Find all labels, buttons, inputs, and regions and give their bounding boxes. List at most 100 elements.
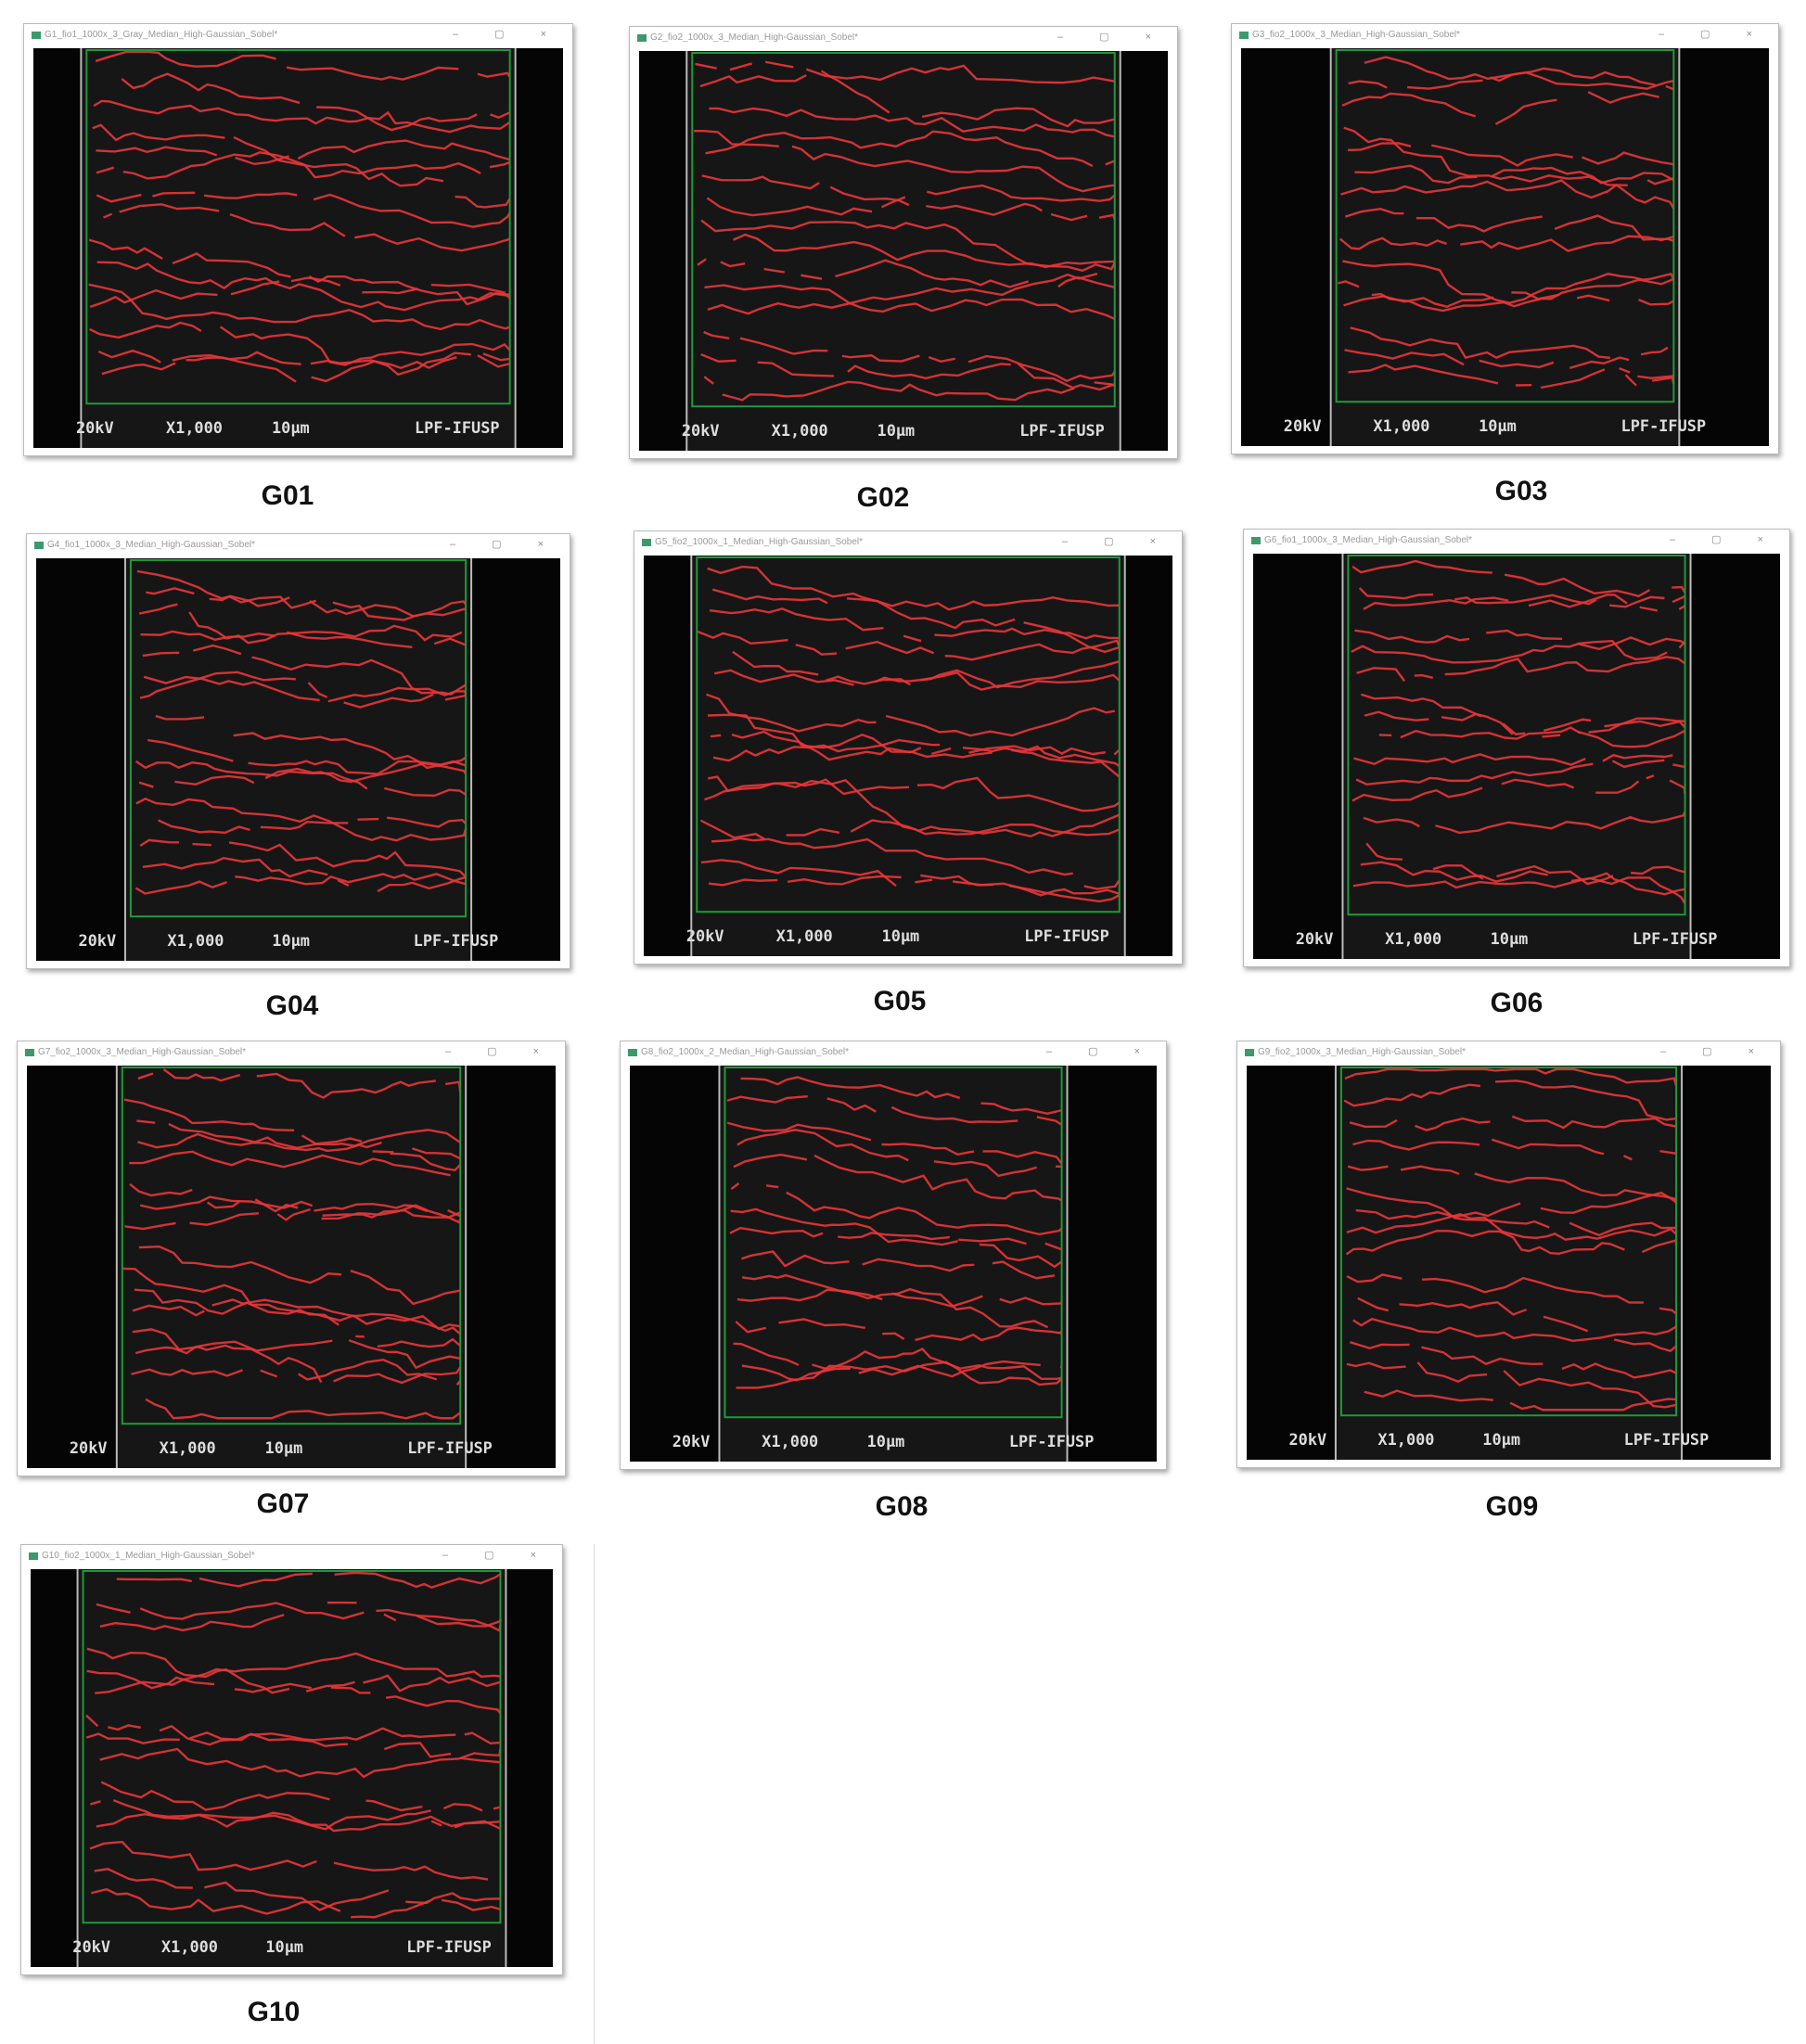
crack-line <box>96 151 511 180</box>
crack-line <box>1358 587 1686 608</box>
window-controls[interactable]: – ▢ × <box>444 1046 556 1057</box>
footer-kv: 20kV <box>72 1937 110 1956</box>
footer-lab: LPF-IFUSP <box>1633 929 1718 948</box>
panel-label: G04 <box>265 990 319 1021</box>
crack-line <box>709 107 1115 138</box>
window-controls[interactable]: – ▢ × <box>452 29 563 40</box>
roi-rectangle <box>1335 48 1675 403</box>
crack-line <box>123 1098 461 1160</box>
panel-label: G02 <box>856 482 910 513</box>
footer-mag: X1,000 <box>762 1432 818 1450</box>
image-window[interactable]: G3_fio2_1000x_3_Median_High-Gaussian_Sob… <box>1231 23 1779 454</box>
crack-line <box>142 644 467 696</box>
title-bar[interactable]: G1_fio1_1000x_3_Gray_Median_High-Gaussia… <box>24 24 572 48</box>
footer-lab: LPF-IFUSP <box>1624 1430 1710 1449</box>
image-window[interactable]: G6_fio1_1000x_3_Median_High-Gaussian_Sob… <box>1243 529 1790 967</box>
crack-line <box>1364 1389 1677 1412</box>
title-bar[interactable]: G8_fio2_1000x_2_Median_High-Gaussian_Sob… <box>621 1041 1166 1066</box>
title-bar[interactable]: G4_fio1_1000x_3_Median_High-Gaussian_Sob… <box>27 534 570 558</box>
crack-overlay: 20kV X1,000 10µm LPF-IFUSP <box>682 51 1121 451</box>
panel-label: G07 <box>256 1488 310 1519</box>
crack-line <box>85 1727 501 1745</box>
title-bar[interactable]: G10_fio2_1000x_1_Median_High-Gaussian_So… <box>21 1545 562 1569</box>
image-window[interactable]: G9_fio2_1000x_3_Median_High-Gaussian_Sob… <box>1236 1041 1781 1468</box>
crack-line <box>143 675 468 703</box>
crack-line <box>730 1207 1063 1269</box>
crack-line <box>713 660 1121 689</box>
crack-line <box>736 1361 1063 1389</box>
window-controls[interactable]: – ▢ × <box>1061 536 1172 547</box>
crack-line <box>137 1132 462 1172</box>
title-bar[interactable]: G9_fio2_1000x_3_Median_High-Gaussian_Sob… <box>1237 1041 1780 1066</box>
window-controls[interactable]: – ▢ × <box>1658 29 1769 40</box>
image-window[interactable]: G1_fio1_1000x_3_Gray_Median_High-Gaussia… <box>23 23 573 456</box>
crack-line <box>1347 1165 1678 1205</box>
window-title: G7_fio2_1000x_3_Median_High-Gaussian_Sob… <box>38 1047 247 1057</box>
crack-line <box>131 1359 462 1386</box>
footer-kv: 20kV <box>686 926 724 945</box>
roi-rectangle <box>691 51 1116 408</box>
window-title: G4_fio1_1000x_3_Median_High-Gaussian_Sob… <box>47 540 256 550</box>
crack-line <box>96 1803 501 1831</box>
crack-line <box>697 258 1116 288</box>
crack-line <box>121 72 511 132</box>
crack-line <box>699 70 1116 128</box>
crack-line <box>97 349 510 377</box>
crack-line <box>138 1245 461 1306</box>
roi-rectangle <box>1339 1066 1678 1417</box>
footer-mag: X1,000 <box>1373 416 1429 435</box>
crack-line <box>1346 1361 1677 1409</box>
footer-lab: LPF-IFUSP <box>414 931 499 950</box>
window-controls[interactable]: – ▢ × <box>449 539 560 550</box>
footer-scale: 10µm <box>867 1432 905 1450</box>
crack-line <box>1355 1191 1677 1220</box>
image-window[interactable]: G4_fio1_1000x_3_Median_High-Gaussian_Sob… <box>26 533 570 969</box>
footer-mag: X1,000 <box>776 926 833 945</box>
crack-line <box>703 330 1116 383</box>
window-controls[interactable]: – ▢ × <box>1057 32 1168 43</box>
crack-line <box>145 1398 461 1420</box>
title-bar[interactable]: G3_fio2_1000x_3_Median_High-Gaussian_Sob… <box>1232 24 1778 48</box>
crack-line <box>96 191 511 228</box>
footer-kv: 20kV <box>1284 416 1322 435</box>
footer-scale: 10µm <box>877 421 916 440</box>
title-bar[interactable]: G6_fio1_1000x_3_Median_High-Gaussian_Sob… <box>1244 530 1789 554</box>
crack-line <box>89 321 511 366</box>
crack-line <box>1356 656 1686 683</box>
app-icon <box>1239 32 1249 39</box>
sem-image: 20kV X1,000 10µm LPF-IFUSP <box>1241 48 1769 446</box>
image-window[interactable]: G2_fio2_1000x_3_Median_High-Gaussian_Sob… <box>629 26 1178 459</box>
image-window[interactable]: G8_fio2_1000x_2_Median_High-Gaussian_Sob… <box>620 1041 1167 1470</box>
crack-line <box>116 1571 502 1589</box>
crack-line <box>704 284 1116 321</box>
title-bar[interactable]: G5_fio2_1000x_1_Median_High-Gaussian_Sob… <box>634 531 1182 556</box>
window-controls[interactable]: – ▢ × <box>1669 534 1780 545</box>
footer-kv: 20kV <box>1288 1430 1326 1449</box>
title-bar[interactable]: G7_fio2_1000x_3_Median_High-Gaussian_Sob… <box>18 1041 565 1066</box>
footer-scale: 10µm <box>272 418 310 437</box>
fiber-column <box>1330 48 1680 446</box>
app-icon <box>637 34 647 42</box>
panel-label: G05 <box>873 986 927 1016</box>
window-title: G1_fio1_1000x_3_Gray_Median_High-Gaussia… <box>45 30 278 40</box>
crack-line <box>138 761 468 788</box>
crack-line <box>1354 164 1674 185</box>
app-icon <box>642 539 651 546</box>
crack-line <box>703 376 1116 402</box>
window-controls[interactable]: – ▢ × <box>442 1550 553 1561</box>
crack-line <box>132 1328 462 1385</box>
crack-line <box>158 816 467 835</box>
window-controls[interactable]: – ▢ × <box>1659 1046 1771 1057</box>
crack-line <box>1342 260 1675 304</box>
window-controls[interactable]: – ▢ × <box>1045 1046 1157 1057</box>
crack-line <box>695 60 1115 84</box>
title-bar[interactable]: G2_fio2_1000x_3_Median_High-Gaussian_Sob… <box>630 27 1177 51</box>
footer-kv: 20kV <box>1296 929 1334 948</box>
footer-mag: X1,000 <box>1385 929 1441 948</box>
footer-scale: 10µm <box>1482 1430 1520 1449</box>
image-window[interactable]: G10_fio2_1000x_1_Median_High-Gaussian_So… <box>20 1544 563 1975</box>
image-window[interactable]: G7_fio2_1000x_3_Median_High-Gaussian_Sob… <box>17 1041 566 1476</box>
image-window[interactable]: G5_fio2_1000x_1_Median_High-Gaussian_Sob… <box>634 530 1183 965</box>
crack-line <box>733 233 1115 269</box>
footer-kv: 20kV <box>78 931 116 950</box>
